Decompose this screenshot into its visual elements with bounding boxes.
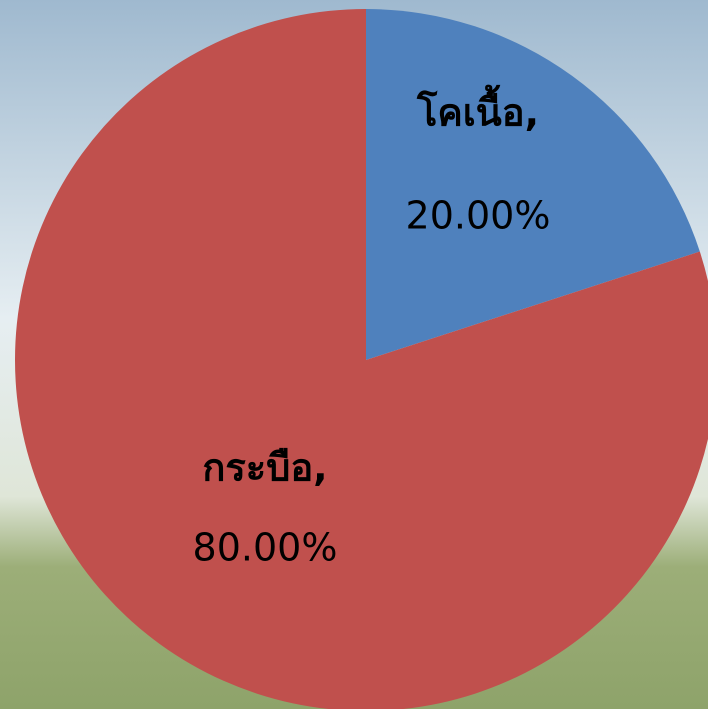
slice-category-label: โคเนื้อ, — [416, 85, 539, 135]
slice-value-label: 20.00% — [406, 194, 551, 238]
slice-value-label: 80.00% — [193, 526, 338, 570]
pie-slice — [15, 9, 708, 709]
slice-category-label: กระบือ, — [202, 446, 327, 490]
pie: โคเนื้อ, 20.00% กระบือ, 80.00% — [15, 9, 708, 709]
pie-slice — [366, 9, 700, 360]
